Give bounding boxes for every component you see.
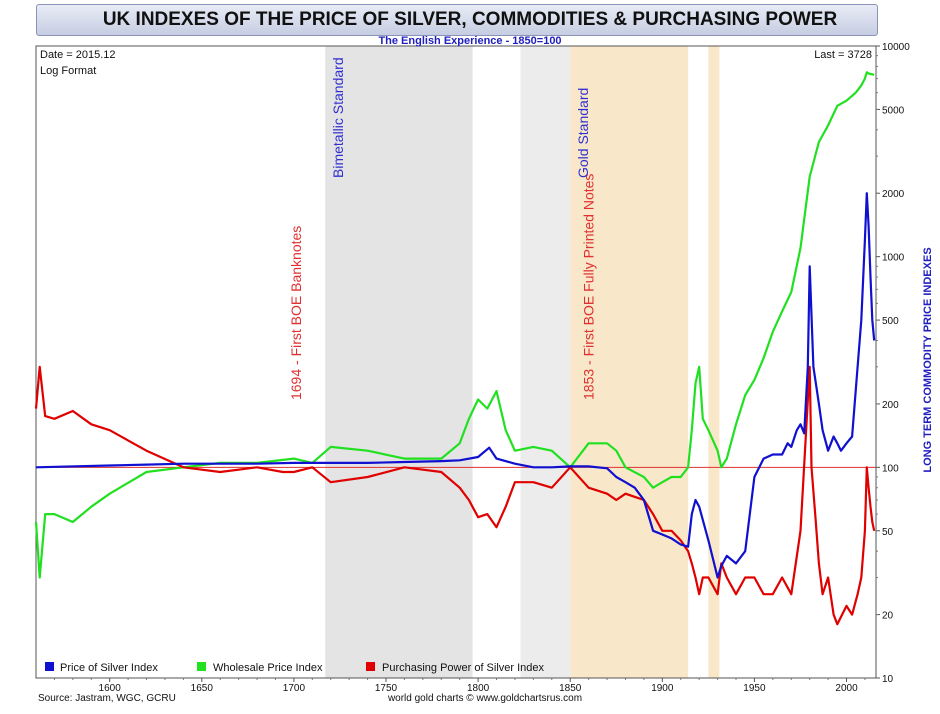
x-tick-label: 1850 (559, 683, 582, 694)
legend-swatch-wholesale (197, 662, 206, 671)
annotation-0: 1694 - First BOE Banknotes (288, 226, 304, 400)
label-layer: 10 20 50 100 200 500 1000 2000 5000 10000 1600 1650… (99, 42, 911, 694)
y-tick-label: 10 (882, 674, 894, 685)
series-line-2 (34, 365, 876, 626)
y-tick-label: 50 (882, 527, 894, 538)
y-axis-label: LONG TERM COMMODITY PRICE INDEXES (922, 247, 934, 472)
y-tick-label: 200 (882, 400, 899, 411)
x-tick-label: 2000 (835, 683, 858, 694)
title-bar (36, 4, 878, 36)
y-tick-label: 5000 (882, 105, 905, 116)
legend-label-purchasing: Purchasing Power of Silver Index (382, 662, 545, 674)
series-line-1 (34, 71, 875, 579)
y-tick-label: 2000 (882, 189, 905, 200)
annotation-1: Bimetallic Standard (330, 57, 346, 178)
shaded-region-2 (570, 46, 689, 678)
series-line-0 (35, 192, 876, 579)
chart-title: UK INDEXES OF THE PRICE OF SILVER, COMMO… (103, 9, 838, 30)
legend: Price of Silver Index Wholesale Price In… (45, 662, 545, 674)
chart-subtitle: The English Experience - 1850=100 (378, 35, 561, 47)
shaded-region-3 (708, 46, 720, 678)
x-tick-label: 1700 (283, 683, 306, 694)
date-label: Date = 2015.12 (40, 49, 116, 61)
y-tick-label: 1000 (882, 253, 905, 264)
y-tick-label: 500 (882, 316, 899, 327)
annotation-3: Gold Standard (575, 88, 591, 178)
x-tick-label: 1800 (467, 683, 490, 694)
legend-label-silver: Price of Silver Index (60, 662, 158, 674)
y-tick-label: 20 (882, 611, 894, 622)
credit-text: world gold charts © www.goldchartsrus.co… (387, 693, 582, 704)
background-layer (36, 46, 876, 678)
legend-swatch-purchasing (366, 662, 375, 671)
y-tick-label: 10000 (882, 42, 910, 53)
y-tick-label: 100 (882, 463, 899, 474)
last-label: Last = 3728 (814, 49, 872, 61)
legend-swatch-silver (45, 662, 54, 671)
shaded-region-0 (325, 46, 473, 678)
x-tick-label: 1750 (375, 683, 398, 694)
x-tick-label: 1650 (191, 683, 214, 694)
x-tick-label: 1950 (743, 683, 766, 694)
plot-frame (35, 45, 877, 679)
source-text: Source: Jastram, WGC, GCRU (38, 693, 176, 704)
x-tick-label: 1900 (651, 683, 674, 694)
series-layer (34, 71, 876, 626)
legend-label-wholesale: Wholesale Price Index (213, 662, 323, 674)
shaded-region-1 (520, 46, 571, 678)
format-label: Log Format (40, 65, 96, 77)
x-tick-label: 1600 (99, 683, 122, 694)
annotation-2: 1853 - First BOE Fully Printed Notes (581, 174, 597, 400)
